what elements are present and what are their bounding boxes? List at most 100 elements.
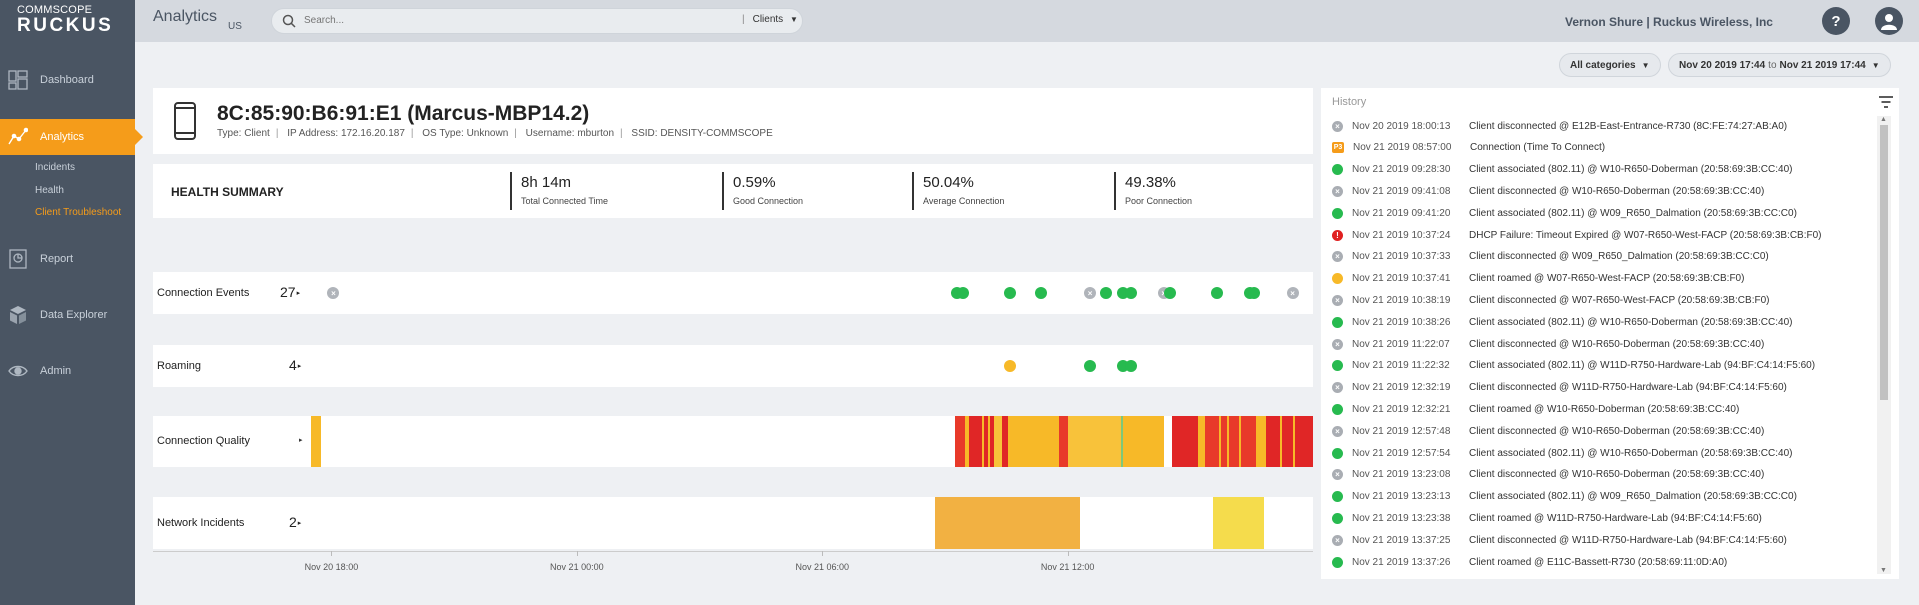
history-scrollbar[interactable]: ▲ ▼ bbox=[1877, 116, 1891, 574]
history-title: History bbox=[1332, 96, 1367, 108]
quality-segment[interactable] bbox=[993, 416, 1003, 467]
status-disconnected-icon: × bbox=[1332, 534, 1343, 546]
quality-segment[interactable] bbox=[1059, 416, 1068, 467]
axis-tick-mark bbox=[331, 551, 333, 556]
history-item[interactable]: P3 Nov 21 2019 08:57:00 Connection (Time T… bbox=[1332, 138, 1872, 158]
history-item[interactable]: × Nov 21 2019 10:38:19 Client disconnected… bbox=[1332, 290, 1872, 310]
nav-item-analytics[interactable]: Analytics bbox=[0, 119, 143, 155]
history-item[interactable]: × Nov 21 2019 12:57:48 Client disconnected… bbox=[1332, 421, 1872, 441]
quality-segment[interactable] bbox=[1255, 416, 1266, 467]
nav-label-admin: Admin bbox=[40, 365, 72, 377]
subnav-client-troubleshoot[interactable]: Client Troubleshoot bbox=[35, 207, 122, 218]
metric-total-connected-time: 8h 14m Total Connected Time bbox=[510, 172, 608, 210]
page-title: Analytics bbox=[153, 8, 218, 25]
event-marker-g[interactable] bbox=[957, 287, 970, 299]
subnav-health[interactable]: Health bbox=[35, 185, 64, 196]
quality-segment[interactable] bbox=[965, 416, 970, 467]
metric-label: Total Connected Time bbox=[521, 196, 609, 206]
row-label: Network Incidents bbox=[157, 517, 245, 529]
quality-segment[interactable] bbox=[1265, 416, 1313, 467]
axis-tick-mark bbox=[822, 551, 824, 556]
history-item[interactable]: Nov 21 2019 13:37:26 Client roamed @ E11C… bbox=[1332, 552, 1872, 572]
quality-segment[interactable] bbox=[1120, 416, 1123, 467]
quality-segment[interactable] bbox=[1002, 416, 1009, 467]
filter-icon[interactable] bbox=[1879, 96, 1893, 111]
quality-segment[interactable] bbox=[1008, 416, 1060, 467]
connection-events-track: ×××× bbox=[311, 272, 1313, 314]
history-item-time: Nov 21 2019 10:38:26 bbox=[1352, 316, 1451, 328]
quality-stripe bbox=[987, 416, 990, 467]
quality-segment[interactable] bbox=[1122, 416, 1164, 467]
row-count[interactable]: 2▸ bbox=[289, 514, 302, 530]
status-disconnected-icon: × bbox=[1332, 185, 1343, 197]
history-item[interactable]: × Nov 21 2019 13:23:08 Client disconnected… bbox=[1332, 465, 1872, 485]
search-scope-dropdown[interactable]: | Clients ▼ bbox=[742, 14, 798, 25]
history-item[interactable]: × Nov 21 2019 12:32:19 Client disconnected… bbox=[1332, 378, 1872, 398]
subnav-incidents[interactable]: Incidents bbox=[35, 162, 76, 173]
history-item[interactable]: Nov 21 2019 09:41:20 Client associated (8… bbox=[1332, 203, 1872, 223]
history-item-text: Client associated (802.11) @ W09_R650_Da… bbox=[1469, 207, 1797, 219]
user-profile-icon[interactable] bbox=[1875, 7, 1903, 35]
help-icon[interactable]: ? bbox=[1822, 7, 1850, 35]
quality-stripe bbox=[1034, 416, 1037, 467]
incident-block[interactable] bbox=[934, 497, 1080, 549]
quality-segment[interactable] bbox=[1204, 416, 1256, 467]
row-label: Connection Quality bbox=[157, 435, 250, 447]
history-item[interactable]: Nov 21 2019 13:23:38 Client roamed @ W11D… bbox=[1332, 508, 1872, 528]
search-input[interactable] bbox=[304, 15, 704, 26]
scroll-down-icon[interactable]: ▼ bbox=[1880, 567, 1887, 574]
quality-segment[interactable] bbox=[1198, 416, 1205, 467]
user-account-label[interactable]: Vernon Shure | Ruckus Wireless, Inc bbox=[1565, 15, 1773, 29]
history-item[interactable]: × Nov 21 2019 13:37:25 Client disconnected… bbox=[1332, 530, 1872, 550]
logo-commscope: COMMSCOPE bbox=[17, 4, 93, 16]
scroll-up-icon[interactable]: ▲ bbox=[1880, 116, 1887, 123]
history-item-text: Client associated (802.11) @ W10-R650-Do… bbox=[1469, 164, 1793, 176]
scrollbar-thumb[interactable] bbox=[1880, 125, 1888, 400]
event-marker-g[interactable] bbox=[1004, 287, 1017, 299]
event-marker-g[interactable] bbox=[1163, 287, 1176, 299]
client-meta: Type: Client | IP Address: 172.16.20.187 |… bbox=[217, 128, 773, 139]
event-marker-g[interactable] bbox=[1084, 360, 1097, 372]
quality-segment[interactable] bbox=[955, 416, 966, 467]
event-marker-x[interactable]: × bbox=[1286, 287, 1299, 299]
history-item[interactable]: × Nov 20 2019 18:00:13 Client disconnected… bbox=[1332, 116, 1872, 136]
event-marker-g[interactable] bbox=[1100, 287, 1113, 299]
nav-item-data-explorer[interactable]: Data Explorer bbox=[0, 297, 135, 333]
date-range-picker[interactable]: Nov 20 2019 17:44 to Nov 21 2019 17:44 ▼ bbox=[1668, 53, 1891, 77]
status-success-icon bbox=[1332, 164, 1343, 176]
history-item[interactable]: Nov 21 2019 11:22:32 Client associated (8… bbox=[1332, 356, 1872, 376]
event-marker-y[interactable] bbox=[1004, 360, 1017, 372]
row-count[interactable]: 4▸ bbox=[289, 357, 302, 373]
event-marker-g[interactable] bbox=[1035, 287, 1048, 299]
event-marker-g[interactable] bbox=[1125, 360, 1137, 372]
client-name: 8C:85:90:B6:91:E1 (Marcus-MBP14.2) bbox=[217, 102, 590, 125]
history-item[interactable]: Nov 21 2019 10:37:41 Client roamed @ W07-… bbox=[1332, 269, 1872, 289]
event-marker-g[interactable] bbox=[1125, 287, 1137, 299]
event-marker-x[interactable]: × bbox=[327, 287, 340, 299]
history-item[interactable]: × Nov 21 2019 10:37:33 Client disconnected… bbox=[1332, 247, 1872, 267]
quality-segment[interactable] bbox=[1067, 416, 1121, 467]
history-item[interactable]: × Nov 21 2019 09:41:08 Client disconnected… bbox=[1332, 181, 1872, 201]
nav-item-report[interactable]: Report bbox=[0, 241, 135, 277]
history-item[interactable]: Nov 21 2019 13:23:13 Client associated (8… bbox=[1332, 487, 1872, 507]
nav-item-admin[interactable]: Admin bbox=[0, 353, 135, 389]
history-item[interactable]: Nov 21 2019 09:28:30 Client associated (8… bbox=[1332, 160, 1872, 180]
history-item[interactable]: Nov 21 2019 12:57:54 Client associated (8… bbox=[1332, 443, 1872, 463]
quality-segment[interactable] bbox=[1171, 416, 1199, 467]
quality-segment[interactable] bbox=[311, 416, 322, 467]
row-count[interactable]: 27▸ bbox=[280, 284, 301, 300]
history-item-text: Client associated (802.11) @ W10-R650-Do… bbox=[1469, 447, 1793, 459]
category-filter-label: All categories bbox=[1570, 59, 1636, 71]
event-marker-x[interactable]: × bbox=[1084, 287, 1097, 299]
history-item[interactable]: ! Nov 21 2019 10:37:24 DHCP Failure: Timeo… bbox=[1332, 225, 1872, 245]
event-marker-g[interactable] bbox=[1210, 287, 1223, 299]
incident-block[interactable] bbox=[1212, 497, 1264, 549]
category-filter-dropdown[interactable]: All categories ▼ bbox=[1559, 53, 1661, 77]
history-item[interactable]: Nov 21 2019 12:32:21 Client roamed @ W10-… bbox=[1332, 399, 1872, 419]
expand-arrow-icon[interactable]: ▸ bbox=[299, 437, 303, 444]
history-item[interactable]: × Nov 21 2019 11:22:07 Client disconnected… bbox=[1332, 334, 1872, 354]
nav-item-dashboard[interactable]: Dashboard bbox=[0, 62, 135, 98]
event-marker-g[interactable] bbox=[1247, 287, 1260, 299]
history-item[interactable]: Nov 21 2019 10:38:26 Client associated (8… bbox=[1332, 312, 1872, 332]
axis-tick-label: Nov 21 12:00 bbox=[1040, 562, 1095, 572]
